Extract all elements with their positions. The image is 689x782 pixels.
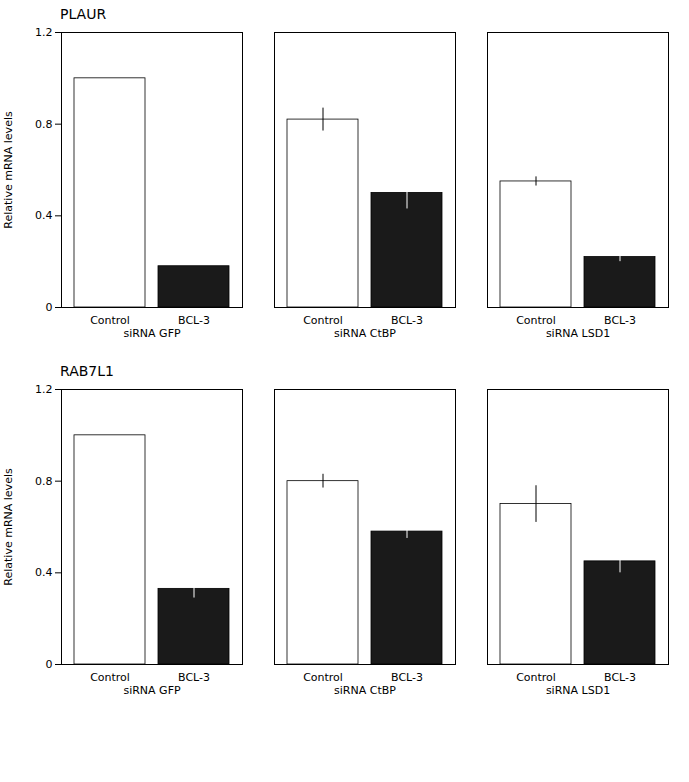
svg-text:0.4: 0.4 bbox=[35, 566, 53, 579]
svg-text:siRNA GFP: siRNA GFP bbox=[123, 327, 181, 340]
svg-text:Control: Control bbox=[90, 671, 130, 684]
svg-text:BCL-3: BCL-3 bbox=[604, 671, 636, 684]
svg-text:0.8: 0.8 bbox=[35, 475, 53, 488]
svg-text:0: 0 bbox=[46, 658, 53, 671]
svg-text:BCL-3: BCL-3 bbox=[391, 671, 423, 684]
svg-text:siRNA CtBP: siRNA CtBP bbox=[334, 684, 396, 697]
svg-text:Control: Control bbox=[303, 671, 343, 684]
html-text:RAB7L1: RAB7L1 bbox=[60, 363, 114, 379]
svg-text:BCL-3: BCL-3 bbox=[178, 314, 210, 327]
svg-text:siRNA LSD1: siRNA LSD1 bbox=[546, 327, 610, 340]
svg-text:BCL-3: BCL-3 bbox=[178, 671, 210, 684]
svg-text:siRNA GFP: siRNA GFP bbox=[123, 684, 181, 697]
svg-text:BCL-3: BCL-3 bbox=[604, 314, 636, 327]
svg-text:siRNA LSD1: siRNA LSD1 bbox=[546, 684, 610, 697]
svg-text:0: 0 bbox=[46, 301, 53, 314]
svg-text:1.2: 1.2 bbox=[35, 26, 53, 39]
svg-text:Relative mRNA levels: Relative mRNA levels bbox=[2, 111, 15, 229]
svg-text:0.8: 0.8 bbox=[35, 118, 53, 131]
svg-text:siRNA CtBP: siRNA CtBP bbox=[334, 327, 396, 340]
svg-text:1.2: 1.2 bbox=[35, 383, 53, 396]
svg-text:Control: Control bbox=[303, 314, 343, 327]
svg-text:BCL-3: BCL-3 bbox=[391, 314, 423, 327]
html-text:PLAUR: PLAUR bbox=[60, 6, 107, 22]
svg-text:Control: Control bbox=[516, 671, 556, 684]
svg-text:Relative mRNA levels: Relative mRNA levels bbox=[2, 468, 15, 586]
svg-text:0.4: 0.4 bbox=[35, 209, 53, 222]
svg-text:Control: Control bbox=[516, 314, 556, 327]
svg-text:Control: Control bbox=[90, 314, 130, 327]
